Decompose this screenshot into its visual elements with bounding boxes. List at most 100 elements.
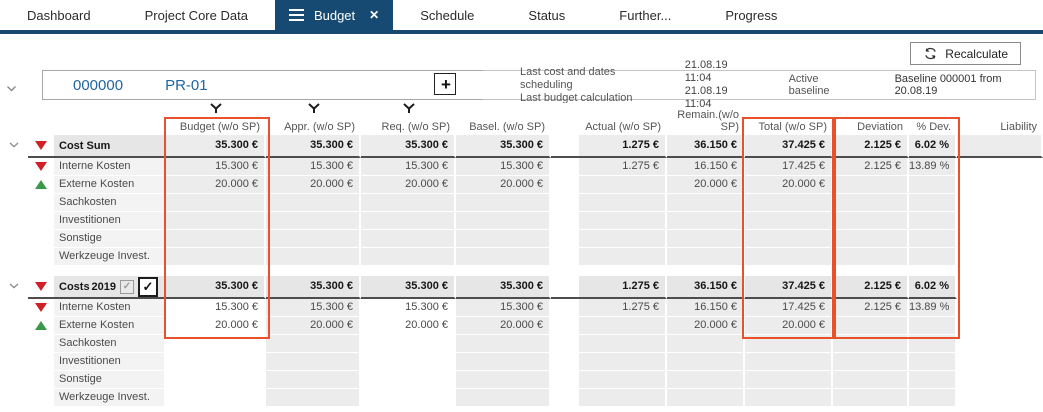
table-row[interactable]: Sachkosten: [0, 194, 1043, 212]
cell-actual[interactable]: 1.275 €: [579, 135, 667, 158]
cell-appr[interactable]: 20.000 €: [266, 176, 361, 194]
cell-total[interactable]: 20.000 €: [745, 176, 833, 194]
cell-total[interactable]: [745, 248, 833, 266]
cell-pdev[interactable]: [909, 230, 957, 248]
cell-budget[interactable]: [166, 335, 266, 353]
cell-liability[interactable]: [957, 135, 1043, 158]
cell-actual[interactable]: [579, 194, 667, 212]
tab-project-core-data[interactable]: Project Core Data: [118, 0, 275, 30]
cell-actual[interactable]: 1.275 €: [579, 276, 667, 299]
cell-basel[interactable]: [456, 212, 551, 230]
column-header-req[interactable]: Req. (w/o SP): [361, 103, 456, 135]
cell-dev[interactable]: [833, 212, 909, 230]
cell-basel[interactable]: 35.300 €: [456, 135, 551, 158]
cell-dev[interactable]: [833, 317, 909, 335]
tab-dashboard[interactable]: Dashboard: [0, 0, 118, 30]
cell-actual[interactable]: 1.275 €: [579, 299, 667, 317]
cell-remain[interactable]: 16.150 €: [667, 158, 745, 176]
column-header-total[interactable]: Total (w/o SP): [745, 103, 833, 135]
column-header-appr[interactable]: Appr. (w/o SP): [266, 103, 361, 135]
filter-icon[interactable]: [402, 103, 415, 114]
cell-pdev[interactable]: [909, 389, 957, 407]
cell-pdev[interactable]: [909, 353, 957, 371]
project-box[interactable]: 000000 PR-01 +: [42, 70, 485, 100]
cell-appr[interactable]: [266, 230, 361, 248]
cell-budget[interactable]: 20.000 €: [166, 317, 266, 335]
cell-remain[interactable]: [667, 194, 745, 212]
cell-liability[interactable]: [957, 248, 1043, 266]
cell-remain[interactable]: [667, 335, 745, 353]
tab-status[interactable]: Status: [501, 0, 592, 30]
table-row[interactable]: Investitionen: [0, 212, 1043, 230]
cell-dev[interactable]: [833, 248, 909, 266]
cell-total[interactable]: 37.425 €: [745, 135, 833, 158]
cell-budget[interactable]: 15.300 €: [166, 299, 266, 317]
cell-basel[interactable]: [456, 335, 551, 353]
cell-basel[interactable]: [456, 248, 551, 266]
cell-liability[interactable]: [957, 158, 1043, 176]
cell-liability[interactable]: [957, 353, 1043, 371]
cell-pdev[interactable]: [909, 194, 957, 212]
column-header-dev[interactable]: Deviation: [833, 103, 909, 135]
cell-budget[interactable]: [166, 212, 266, 230]
cell-dev[interactable]: [833, 194, 909, 212]
cell-total[interactable]: [745, 353, 833, 371]
cell-basel[interactable]: 20.000 €: [456, 317, 551, 335]
cell-appr[interactable]: 15.300 €: [266, 158, 361, 176]
cell-pdev[interactable]: [909, 371, 957, 389]
cell-appr[interactable]: 35.300 €: [266, 276, 361, 299]
filter-icon[interactable]: [307, 103, 320, 114]
cell-req[interactable]: 20.000 €: [361, 317, 456, 335]
cell-total[interactable]: [745, 335, 833, 353]
cell-dev[interactable]: 2.125 €: [833, 276, 909, 299]
cell-basel[interactable]: 15.300 €: [456, 299, 551, 317]
cell-remain[interactable]: [667, 230, 745, 248]
cell-remain[interactable]: [667, 389, 745, 407]
table-row[interactable]: Werkzeuge Invest.: [0, 389, 1043, 407]
cell-appr[interactable]: [266, 212, 361, 230]
cell-req[interactable]: [361, 248, 456, 266]
add-button[interactable]: +: [434, 73, 456, 95]
cell-req[interactable]: [361, 389, 456, 407]
cell-actual[interactable]: [579, 212, 667, 230]
cell-remain[interactable]: [667, 212, 745, 230]
cell-dev[interactable]: [833, 335, 909, 353]
cell-dev[interactable]: [833, 176, 909, 194]
cell-total[interactable]: 20.000 €: [745, 317, 833, 335]
cell-basel[interactable]: [456, 230, 551, 248]
cell-budget[interactable]: [166, 194, 266, 212]
cell-appr[interactable]: 35.300 €: [266, 135, 361, 158]
summary-row-costs[interactable]: Costs 2019 ✓ ✓ 35.300 €35.300 €35.300 €35.30…: [0, 276, 1043, 299]
cell-total[interactable]: [745, 371, 833, 389]
column-header-liability[interactable]: Liability: [957, 103, 1043, 135]
year-checkbox[interactable]: ✓: [138, 276, 158, 297]
cell-dev[interactable]: 2.125 €: [833, 135, 909, 158]
cell-total[interactable]: [745, 212, 833, 230]
cell-req[interactable]: 20.000 €: [361, 176, 456, 194]
year-checkbox-disabled[interactable]: ✓: [120, 279, 134, 294]
cell-budget[interactable]: [166, 248, 266, 266]
cell-actual[interactable]: [579, 230, 667, 248]
cell-dev[interactable]: [833, 371, 909, 389]
column-header-budget[interactable]: Budget (w/o SP): [166, 103, 266, 135]
cell-liability[interactable]: [957, 389, 1043, 407]
cell-liability[interactable]: [957, 276, 1043, 299]
cell-pdev[interactable]: [909, 248, 957, 266]
cell-dev[interactable]: 2.125 €: [833, 299, 909, 317]
cell-appr[interactable]: [266, 389, 361, 407]
cell-remain[interactable]: 20.000 €: [667, 317, 745, 335]
cell-dev[interactable]: [833, 353, 909, 371]
table-row[interactable]: Externe Kosten 20.000 €20.000 €20.000 €20…: [0, 176, 1043, 194]
cell-pdev[interactable]: 13.89 %: [909, 299, 957, 317]
cell-remain[interactable]: [667, 371, 745, 389]
cell-actual[interactable]: [579, 371, 667, 389]
column-header-actual[interactable]: Actual (w/o SP): [579, 103, 667, 135]
table-row[interactable]: Sonstige: [0, 230, 1043, 248]
cell-actual[interactable]: [579, 176, 667, 194]
tab-budget[interactable]: Budget ✕: [274, 0, 394, 30]
cell-pdev[interactable]: [909, 176, 957, 194]
table-row[interactable]: Interne Kosten 15.300 €15.300 €15.300 €15…: [0, 158, 1043, 176]
cell-liability[interactable]: [957, 212, 1043, 230]
cell-actual[interactable]: [579, 335, 667, 353]
cell-budget[interactable]: 35.300 €: [166, 135, 266, 158]
